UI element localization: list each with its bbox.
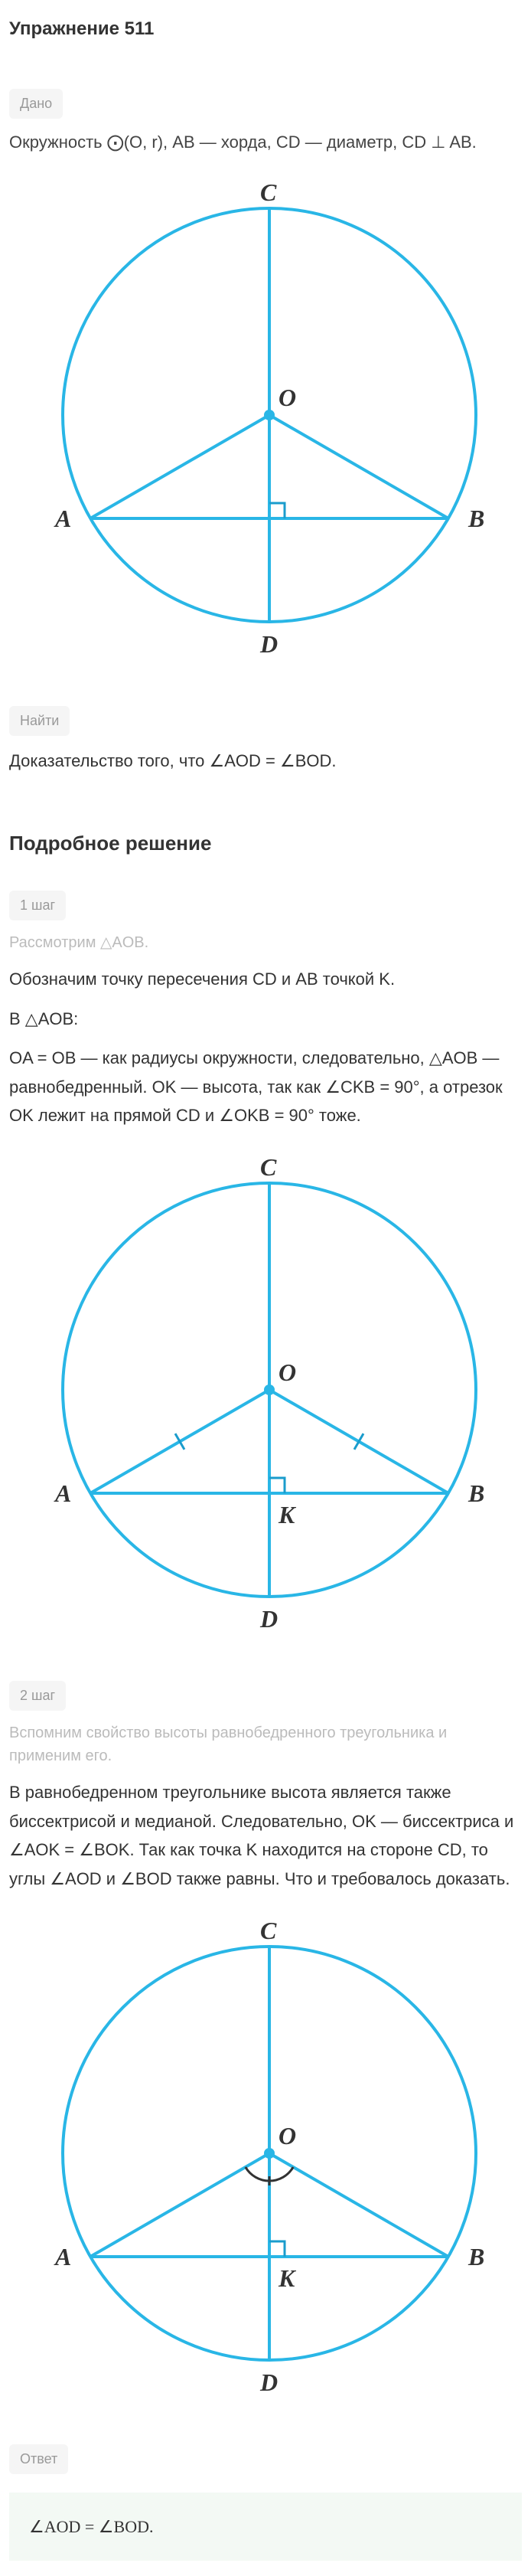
step1-p3: OA = OB — как радиусы окружности, следов… bbox=[9, 1044, 522, 1129]
svg-text:A: A bbox=[54, 1479, 71, 1507]
diagram-2: O C D A B K bbox=[9, 1145, 529, 1643]
svg-text:C: C bbox=[260, 1917, 277, 1944]
step1-p1: Обозначим точку пересечения CD и AB точк… bbox=[9, 965, 522, 993]
svg-text:B: B bbox=[467, 1479, 484, 1507]
badge-given: Дано bbox=[9, 89, 63, 119]
answer-text: ∠AOD = ∠BOD. bbox=[9, 2493, 522, 2561]
step1-desc: Рассмотрим △AOB. bbox=[9, 931, 522, 954]
diagram-1: O C D A B bbox=[9, 170, 529, 668]
svg-text:C: C bbox=[260, 178, 277, 206]
step2-p1: В равнобедренном треугольнике высота явл… bbox=[9, 1778, 522, 1893]
svg-text:D: D bbox=[259, 630, 278, 658]
svg-text:C: C bbox=[260, 1153, 277, 1181]
badge-step2: 2 шаг bbox=[9, 1681, 66, 1711]
svg-text:K: K bbox=[278, 2264, 297, 2292]
svg-text:A: A bbox=[54, 505, 71, 532]
svg-text:D: D bbox=[259, 1605, 278, 1633]
step2-desc: Вспомним свойство высоты равнобедренного… bbox=[9, 1721, 522, 1767]
svg-text:B: B bbox=[467, 505, 484, 532]
badge-step1: 1 шаг bbox=[9, 891, 66, 920]
diagram-3: O C D A B K bbox=[9, 1908, 529, 2406]
svg-text:D: D bbox=[259, 2368, 278, 2396]
badge-answer: Ответ bbox=[9, 2444, 68, 2474]
badge-find: Найти bbox=[9, 706, 70, 736]
step1-p2: В △AOB: bbox=[9, 1005, 522, 1033]
given-text: Окружность ⨀(O, r), AB — хорда, CD — диа… bbox=[9, 129, 522, 155]
svg-text:O: O bbox=[279, 384, 296, 411]
svg-text:O: O bbox=[279, 2122, 296, 2149]
svg-text:K: K bbox=[278, 1501, 297, 1528]
svg-text:O: O bbox=[279, 1358, 296, 1386]
svg-text:A: A bbox=[54, 2243, 71, 2270]
exercise-title: Упражнение 511 bbox=[9, 15, 522, 43]
svg-text:B: B bbox=[467, 2243, 484, 2270]
solution-heading: Подробное решение bbox=[9, 829, 522, 858]
find-text: Доказательство того, что ∠AOD = ∠BOD. bbox=[9, 747, 522, 775]
